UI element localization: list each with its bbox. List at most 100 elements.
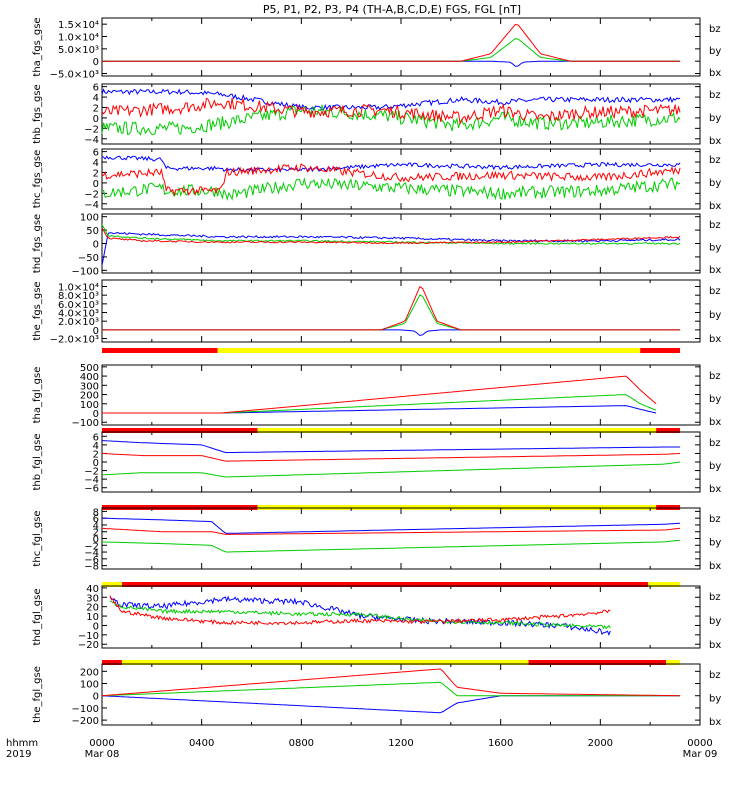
y-axis-label: tha_fgl_gse [32, 367, 43, 424]
series-bx [101, 155, 681, 173]
y-tick-label: 0 [93, 692, 99, 703]
y-tick-label: 0 [93, 57, 99, 68]
y-tick-label: 30 [86, 593, 99, 604]
y-tick-label: 6 [93, 432, 99, 443]
figure-title: P5, P1, P2, P3, P4 (TH-A,B,C,D,E) FGS, F… [263, 3, 521, 16]
y-tick-label: 1.0×10⁴ [58, 283, 99, 294]
legend-by: by [709, 538, 721, 549]
series-bz [109, 595, 611, 626]
panel-frame [101, 585, 701, 649]
y-tick-label: 4 [93, 93, 99, 104]
status-bar-segment [102, 348, 218, 353]
series-by [101, 177, 681, 201]
y-tick-label: 10 [86, 612, 99, 623]
y-tick-label: 100 [80, 400, 99, 411]
y-tick-label: 8 [93, 507, 99, 518]
legend-by: by [709, 243, 721, 254]
date-label: Mar 08 [85, 749, 120, 760]
legend-bz: bz [709, 24, 721, 35]
y-tick-label: −4 [84, 548, 99, 559]
series-by [101, 539, 681, 553]
legend-by: by [709, 178, 721, 189]
y-tick-label: −6 [84, 484, 99, 495]
series-bx [102, 405, 657, 414]
legend-bz: bz [709, 438, 721, 449]
y-tick-label: −4 [84, 135, 99, 146]
panel-frame [101, 431, 701, 493]
y-tick-label: 0 [93, 240, 99, 251]
y-tick-label: 2 [93, 528, 99, 539]
status-bar-segment [257, 428, 657, 433]
panels: 1.5×10⁴1.0×10⁴5.0×10³0−5.0×10³tha_fgs_gs… [32, 17, 721, 728]
status-bar-segment [217, 348, 641, 353]
status-bar-segment [528, 660, 667, 665]
status-bar-segment [648, 582, 681, 587]
date-label: Mar 09 [683, 749, 718, 760]
y-tick-label: 300 [80, 381, 99, 392]
panel-frame [101, 17, 701, 77]
y-axis-label: thd_fgl_gse [32, 589, 43, 646]
x-tick-label: 0800 [289, 738, 314, 749]
legend-bz: bz [709, 371, 721, 382]
y-tick-label: 6 [93, 83, 99, 94]
y-tick-label: −20 [78, 640, 99, 651]
y-tick-label: −6 [84, 555, 99, 566]
series-bz [101, 527, 681, 535]
panel-thd_fgs_gse: 100 50 0 −50 −100 thd_fgs_gse bz by bx [32, 213, 721, 278]
legend-bx: bx [709, 640, 721, 651]
x-tick-label: 1600 [488, 738, 513, 749]
legend-bz: bz [709, 220, 721, 231]
y-axis-label: the_fgs_gse [32, 281, 43, 340]
series-by [101, 103, 681, 136]
y-tick-label: 2 [93, 449, 99, 460]
series-bx [101, 440, 681, 454]
y-tick-label: 200 [80, 391, 99, 402]
y-tick-label: −2 [84, 467, 99, 478]
y-tick-label: 20 [86, 603, 99, 614]
legend-bx: bx [709, 201, 721, 212]
series-bz [101, 97, 681, 126]
y-tick-label: −50 [78, 253, 99, 264]
y-tick-label: 4.0×10³ [58, 309, 99, 320]
status-bar-segment [102, 582, 122, 587]
legend-by: by [709, 461, 721, 472]
y-tick-label: −2 [84, 124, 99, 135]
y-tick-label: 2 [93, 103, 99, 114]
y-axis-label: thb_fgl_gse [32, 434, 43, 491]
y-tick-label: 500 [80, 363, 99, 374]
status-bar-segment [121, 660, 529, 665]
series-by [102, 294, 681, 331]
legend-bz: bz [709, 90, 721, 101]
y-tick-label: −10 [78, 631, 99, 642]
series-bx [101, 231, 681, 266]
y-tick-label: 100 [80, 680, 99, 691]
legend-by: by [709, 616, 721, 627]
y-axis-label: thc_fgl_gse [32, 510, 43, 566]
y-axis-label: thd_fgs_gse [32, 214, 43, 273]
y-tick-label: −100 [72, 418, 99, 429]
y-tick-label: 0 [93, 409, 99, 420]
x-tick-label: 0000 [89, 738, 114, 749]
legend-by: by [709, 694, 721, 705]
legend-bx: bx [709, 136, 721, 147]
legend-bx: bx [709, 484, 721, 495]
legend-bx: bx [709, 68, 721, 79]
y-tick-label: 0 [93, 179, 99, 190]
series-bz [102, 23, 681, 62]
series-bz [101, 227, 681, 245]
legend-bz: bz [709, 592, 721, 603]
legend-bx: bx [709, 334, 721, 345]
y-tick-label: −5.0×10³ [50, 70, 99, 81]
y-tick-label: 2.0×10³ [58, 317, 99, 328]
x-tick-label: 1200 [388, 738, 413, 749]
status-bar-segment [666, 660, 681, 665]
x-tick-label: 0000 [687, 738, 712, 749]
legend-bz: bz [709, 514, 721, 525]
